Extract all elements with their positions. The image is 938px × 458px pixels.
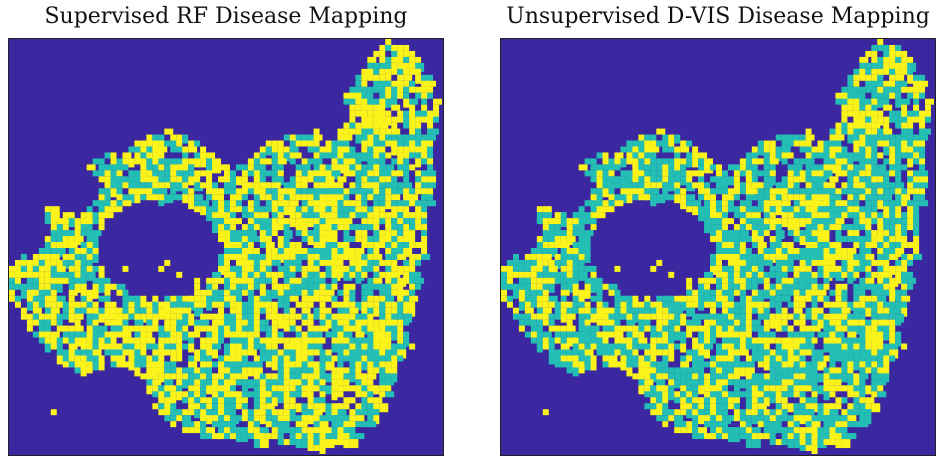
left-disease-map <box>8 38 444 456</box>
map-patches <box>501 39 935 455</box>
right-disease-map <box>500 38 936 456</box>
right-disease-map-image <box>501 39 935 455</box>
right-map-title: Unsupervised D-VIS Disease Mapping <box>506 4 930 29</box>
left-disease-map-image <box>9 39 443 455</box>
left-map-title: Supervised RF Disease Mapping <box>44 4 408 29</box>
map-patches <box>9 39 443 455</box>
